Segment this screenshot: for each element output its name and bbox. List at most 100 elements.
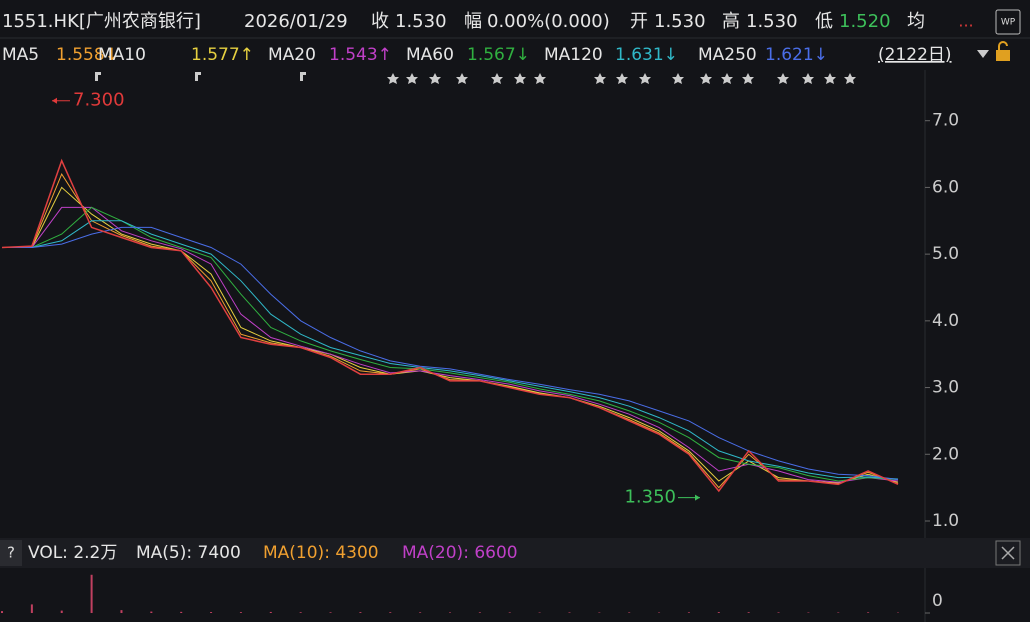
star-marker xyxy=(594,73,606,84)
volume-header-bg xyxy=(0,538,1030,568)
legend-name: MA10 xyxy=(98,45,146,65)
lock-icon[interactable] xyxy=(996,50,1010,61)
header-field: 2026/01/29 xyxy=(244,11,348,32)
star-marker xyxy=(721,73,733,84)
star-marker xyxy=(534,73,546,84)
lock-shackle xyxy=(998,41,1008,50)
arrow-head xyxy=(695,494,700,501)
ma-line xyxy=(2,220,899,480)
volume-bar xyxy=(150,611,153,613)
volume-legend: MA(10): 4300 xyxy=(263,543,379,563)
volume-bar xyxy=(329,612,332,613)
header-field: 1.530 xyxy=(746,11,798,32)
volume-bar xyxy=(687,612,690,613)
volume-title: VOL: 2.2万 xyxy=(28,543,117,563)
y-tick-label: 4.0 xyxy=(932,311,959,331)
volume-bar xyxy=(120,610,123,613)
header-field: 开 xyxy=(630,11,648,32)
volume-bar xyxy=(30,604,33,613)
volume-bar xyxy=(568,612,571,613)
header-field: 幅 xyxy=(464,11,482,32)
star-marker xyxy=(824,73,836,84)
flag-marker xyxy=(300,72,306,81)
star-marker xyxy=(777,73,789,84)
more-menu[interactable]: ... xyxy=(958,12,973,31)
header-field: 1551.HK[广州农商银行] xyxy=(2,11,201,32)
badge-text[interactable]: WP xyxy=(1001,18,1016,28)
legend-name: MA120 xyxy=(544,45,603,65)
ma-line xyxy=(1,173,899,489)
volume-bar xyxy=(210,612,213,613)
volume-bar xyxy=(359,612,362,613)
volume-bar xyxy=(60,610,63,613)
header-field: 1.530 xyxy=(654,11,706,32)
flag-marker xyxy=(195,72,201,81)
volume-bar xyxy=(867,612,870,613)
header-field: 1.530 xyxy=(395,11,447,32)
arrow-head xyxy=(52,97,57,104)
volume-bar xyxy=(269,611,272,613)
header-field: 收 xyxy=(371,11,389,32)
period-label[interactable]: (2122日) xyxy=(878,45,952,65)
annotation: 7.300 xyxy=(73,90,125,111)
legend-value: 1.577↑ xyxy=(191,45,254,65)
volume-bar xyxy=(180,611,183,613)
annotation: 1.350 xyxy=(624,487,676,508)
star-marker xyxy=(456,73,468,84)
legend-name: MA250 xyxy=(698,45,757,65)
volume-bar xyxy=(478,612,481,613)
y-tick-label: 5.0 xyxy=(932,244,959,264)
volume-bar xyxy=(239,612,242,613)
badge[interactable] xyxy=(995,9,1021,35)
legend-name: MA20 xyxy=(268,45,316,65)
volume-bar xyxy=(389,612,392,613)
volume-legend: MA(5): 7400 xyxy=(136,543,241,563)
legend-value: 1.621↓ xyxy=(765,45,828,65)
star-marker xyxy=(616,73,628,84)
star-marker xyxy=(429,73,441,84)
dropdown-icon[interactable] xyxy=(977,50,989,58)
volume-bar xyxy=(508,612,511,613)
legend-value: 1.558↓ xyxy=(56,45,119,65)
volume-bar xyxy=(747,612,750,613)
header-field: 高 xyxy=(722,11,740,32)
y-tick-label: 7.0 xyxy=(932,111,959,131)
star-marker xyxy=(406,73,418,84)
legend-name: MA5 xyxy=(2,45,39,65)
star-marker xyxy=(672,73,684,84)
y-tick-label: 6.0 xyxy=(932,177,959,197)
header-field: 均 xyxy=(907,11,925,32)
volume-bar xyxy=(90,574,93,613)
volume-bar xyxy=(419,612,422,613)
volume-legend: MA(20): 6600 xyxy=(402,543,518,563)
legend-name: MA60 xyxy=(406,45,454,65)
price-line xyxy=(1,158,899,493)
ma-line xyxy=(2,206,899,482)
y-tick-label: 1.0 xyxy=(932,511,959,531)
volume-bar xyxy=(299,612,302,613)
close-button[interactable] xyxy=(995,540,1021,566)
volume-bar xyxy=(777,612,780,613)
y-tick-label: 0 xyxy=(932,591,943,611)
header-field: 0.00%(0.000) xyxy=(487,11,610,32)
legend-value: 1.631↓ xyxy=(615,45,678,65)
y-tick-label: 3.0 xyxy=(932,378,959,398)
star-marker xyxy=(514,73,526,84)
volume-bar xyxy=(628,612,631,613)
header-field: 1.520 xyxy=(839,11,891,32)
star-marker xyxy=(700,73,712,84)
y-tick-label: 2.0 xyxy=(932,444,959,464)
legend-value: 1.543↑ xyxy=(329,45,392,65)
help-button[interactable] xyxy=(0,540,22,566)
help-text[interactable]: ? xyxy=(7,544,15,562)
volume-bar xyxy=(717,612,720,613)
legend-value: 1.567↓ xyxy=(467,45,530,65)
volume-bar xyxy=(1,611,3,613)
header-field: 低 xyxy=(815,11,833,32)
star-marker xyxy=(387,73,399,84)
star-marker xyxy=(844,73,856,84)
event-markers xyxy=(95,72,856,84)
